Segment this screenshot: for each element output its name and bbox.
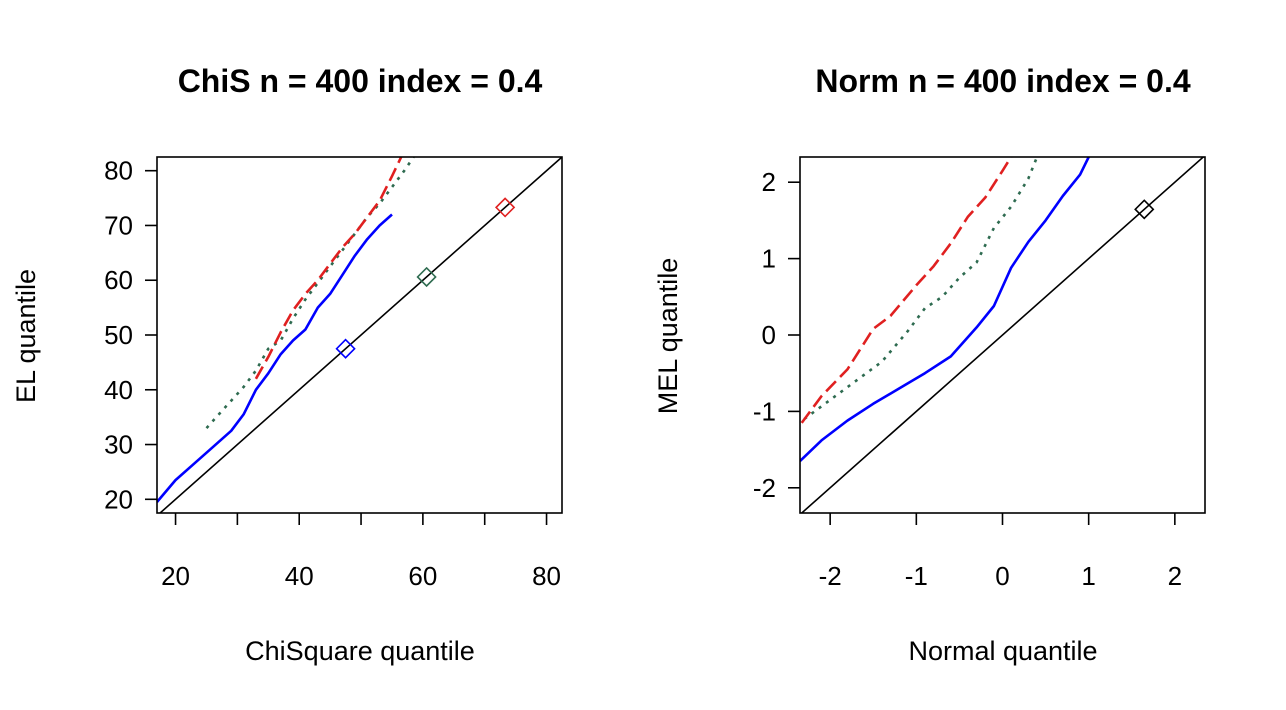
diamond-marker-0	[335, 338, 356, 359]
plot-data	[157, 157, 562, 513]
reference-line	[800, 157, 1205, 513]
chart-panel-chi-square: ChiS n = 400 index = 0.4 ChiSquare quant…	[11, 63, 563, 666]
series-line-solid-0	[800, 157, 1090, 463]
plot-data	[800, 157, 1205, 513]
y-axis-label: MEL quantile	[653, 258, 683, 415]
y-tick-label: -2	[753, 473, 776, 503]
y-tick-label: -1	[753, 396, 776, 426]
x-tick-label: 60	[408, 561, 437, 591]
x-tick-label: -2	[819, 561, 842, 591]
x-tick-label: 0	[995, 561, 1009, 591]
series-line-dotted-1	[205, 157, 415, 429]
x-axis-label: ChiSquare quantile	[245, 636, 475, 666]
x-axis-label: Normal quantile	[908, 636, 1097, 666]
series-line-dashed-2	[800, 157, 1013, 424]
y-tick-label: 0	[762, 320, 776, 350]
plot-area: 20 40 60 80 20 30 40 50 60 70 80	[104, 156, 563, 591]
y-tick-label: 30	[104, 430, 133, 460]
chart-title: ChiS n = 400 index = 0.4	[178, 63, 543, 99]
y-tick-label: 70	[104, 210, 133, 240]
y-tick-label: 60	[104, 265, 133, 295]
x-tick-label: 20	[161, 561, 190, 591]
series-line-solid-0	[157, 213, 393, 503]
chart-panel-normal: Norm n = 400 index = 0.4 Normal quantile…	[653, 63, 1206, 666]
y-tick-label: 40	[104, 375, 133, 405]
plot-area: -2 -1 0 1 2 -2 -1 0 1 2	[753, 156, 1206, 591]
y-tick-label: 20	[104, 484, 133, 514]
diamond-marker-0	[1134, 199, 1155, 220]
x-tick-label: -1	[905, 561, 928, 591]
chart-title: Norm n = 400 index = 0.4	[815, 63, 1190, 99]
series-line-dashed-2	[254, 157, 403, 380]
y-tick-label: 80	[104, 156, 133, 186]
y-axis-label: EL quantile	[11, 269, 41, 403]
diamond-marker-1	[416, 266, 437, 288]
x-tick-label: 40	[285, 561, 314, 591]
diamond-marker-2	[494, 197, 516, 218]
x-tick-label: 80	[532, 561, 561, 591]
x-tick-label: 1	[1081, 561, 1095, 591]
reference-line	[158, 157, 562, 513]
y-tick-label: 50	[104, 320, 133, 350]
x-tick-label: 2	[1168, 561, 1182, 591]
series-line-dotted-1	[803, 157, 1039, 421]
y-tick-label: 1	[762, 244, 776, 274]
y-tick-label: 2	[762, 167, 776, 197]
